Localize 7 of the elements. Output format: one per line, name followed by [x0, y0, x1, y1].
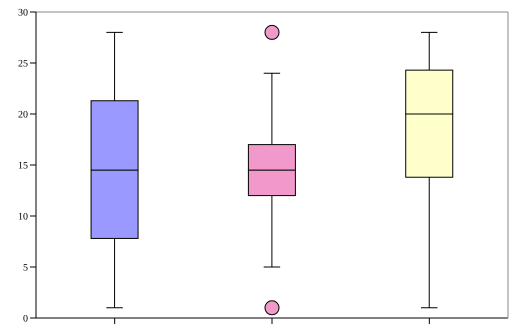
y-tick-label: 15: [18, 160, 28, 172]
y-tick-label: 25: [18, 58, 28, 70]
y-tick-label: 5: [23, 262, 28, 274]
y-tick-label: 30: [18, 8, 28, 19]
y-tick-label: 10: [18, 212, 28, 223]
y-tick-label: 0: [23, 314, 28, 325]
y-tick-label: 20: [18, 110, 28, 121]
